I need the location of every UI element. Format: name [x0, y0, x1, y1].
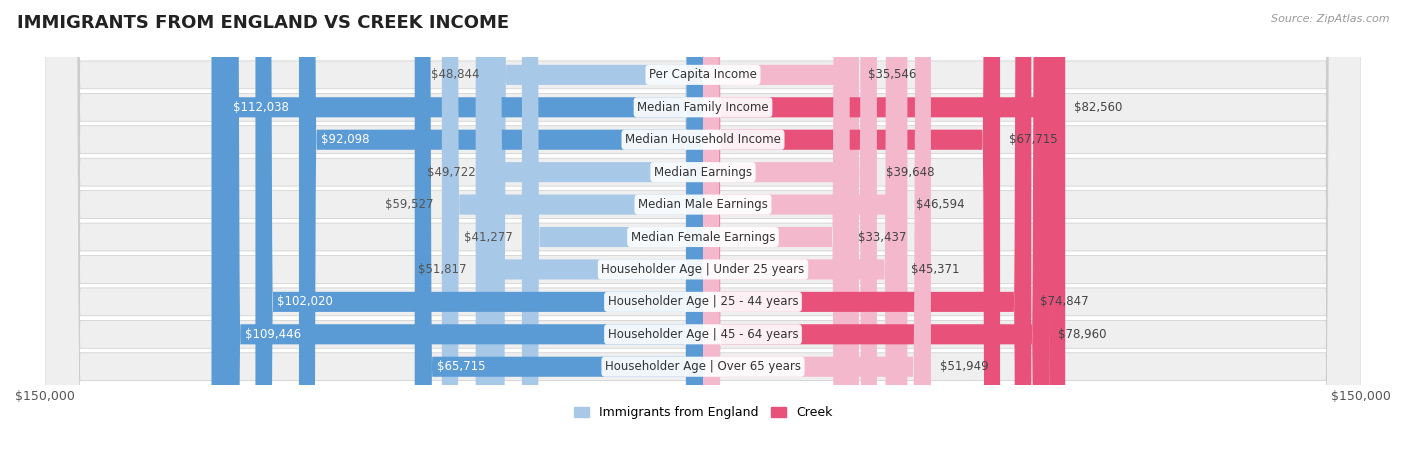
Legend: Immigrants from England, Creek: Immigrants from England, Creek [569, 401, 837, 424]
FancyBboxPatch shape [703, 0, 1032, 467]
Text: Householder Age | 45 - 64 years: Householder Age | 45 - 64 years [607, 328, 799, 341]
FancyBboxPatch shape [45, 0, 1361, 467]
Text: Householder Age | Over 65 years: Householder Age | Over 65 years [605, 360, 801, 373]
FancyBboxPatch shape [256, 0, 703, 467]
FancyBboxPatch shape [211, 0, 703, 467]
Text: $59,527: $59,527 [385, 198, 433, 211]
Text: IMMIGRANTS FROM ENGLAND VS CREEK INCOME: IMMIGRANTS FROM ENGLAND VS CREEK INCOME [17, 14, 509, 32]
Text: $78,960: $78,960 [1059, 328, 1107, 341]
FancyBboxPatch shape [45, 0, 1361, 467]
FancyBboxPatch shape [522, 0, 703, 467]
Text: $112,038: $112,038 [233, 101, 290, 114]
FancyBboxPatch shape [45, 0, 1361, 467]
Text: $46,594: $46,594 [917, 198, 965, 211]
Text: $67,715: $67,715 [1010, 133, 1057, 146]
Text: Median Female Earnings: Median Female Earnings [631, 231, 775, 243]
Text: Per Capita Income: Per Capita Income [650, 68, 756, 81]
FancyBboxPatch shape [703, 0, 877, 467]
FancyBboxPatch shape [703, 0, 907, 467]
FancyBboxPatch shape [475, 0, 703, 467]
FancyBboxPatch shape [45, 0, 1361, 467]
FancyBboxPatch shape [415, 0, 703, 467]
FancyBboxPatch shape [703, 0, 1000, 467]
FancyBboxPatch shape [45, 0, 1361, 467]
FancyBboxPatch shape [703, 0, 1049, 467]
Text: $74,847: $74,847 [1040, 295, 1088, 308]
FancyBboxPatch shape [45, 0, 1361, 467]
FancyBboxPatch shape [299, 0, 703, 467]
FancyBboxPatch shape [224, 0, 703, 467]
Text: $39,648: $39,648 [886, 166, 934, 179]
Text: Median Household Income: Median Household Income [626, 133, 780, 146]
FancyBboxPatch shape [45, 0, 1361, 467]
FancyBboxPatch shape [485, 0, 703, 467]
Text: $51,949: $51,949 [939, 360, 988, 373]
FancyBboxPatch shape [45, 0, 1361, 467]
Text: $51,817: $51,817 [419, 263, 467, 276]
Text: $109,446: $109,446 [245, 328, 301, 341]
FancyBboxPatch shape [703, 0, 859, 467]
FancyBboxPatch shape [703, 0, 903, 467]
Text: $35,546: $35,546 [868, 68, 917, 81]
FancyBboxPatch shape [703, 0, 849, 467]
FancyBboxPatch shape [489, 0, 703, 467]
Text: Median Family Income: Median Family Income [637, 101, 769, 114]
FancyBboxPatch shape [703, 0, 931, 467]
Text: $45,371: $45,371 [911, 263, 959, 276]
Text: $102,020: $102,020 [277, 295, 333, 308]
FancyBboxPatch shape [441, 0, 703, 467]
Text: $82,560: $82,560 [1074, 101, 1122, 114]
Text: Householder Age | 25 - 44 years: Householder Age | 25 - 44 years [607, 295, 799, 308]
Text: Source: ZipAtlas.com: Source: ZipAtlas.com [1271, 14, 1389, 24]
Text: Median Earnings: Median Earnings [654, 166, 752, 179]
Text: $33,437: $33,437 [859, 231, 907, 243]
Text: $41,277: $41,277 [464, 231, 513, 243]
Text: Median Male Earnings: Median Male Earnings [638, 198, 768, 211]
Text: $48,844: $48,844 [432, 68, 479, 81]
FancyBboxPatch shape [703, 0, 1066, 467]
Text: $65,715: $65,715 [437, 360, 485, 373]
FancyBboxPatch shape [45, 0, 1361, 467]
FancyBboxPatch shape [45, 0, 1361, 467]
Text: $49,722: $49,722 [427, 166, 477, 179]
Text: Householder Age | Under 25 years: Householder Age | Under 25 years [602, 263, 804, 276]
Text: $92,098: $92,098 [321, 133, 370, 146]
